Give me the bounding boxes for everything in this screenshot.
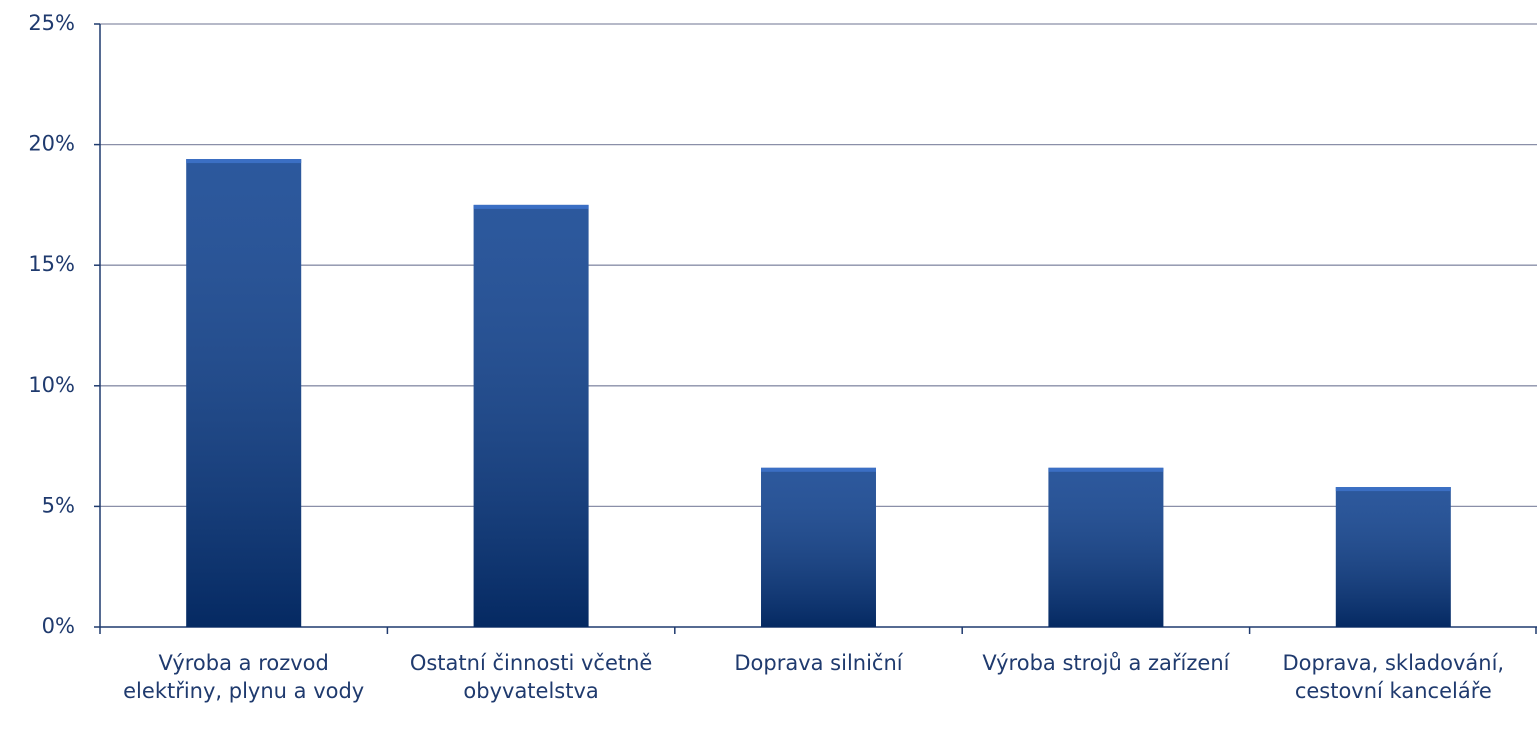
x-tick-label: Výroba strojů a zařízení (982, 651, 1230, 675)
bar-highlight (1048, 467, 1164, 472)
bar-highlight (1335, 487, 1451, 492)
bar-highlight (186, 159, 302, 164)
bar-shade (1048, 467, 1164, 627)
bar-shade (761, 467, 876, 627)
y-tick-label: 0% (42, 614, 75, 638)
y-tick-label: 10% (28, 373, 75, 397)
y-tick-label: 20% (28, 132, 75, 156)
y-tick-label: 15% (28, 252, 75, 276)
x-tick-label: Doprava, skladování, cestovní kanceláře (1282, 651, 1504, 703)
x-tick-label: Doprava silniční (734, 651, 903, 675)
x-tick-label: Ostatní činnosti včetně obyvatelstva (410, 651, 653, 703)
bar-shade (186, 159, 302, 627)
y-tick-label: 5% (42, 493, 75, 517)
bar-highlight (473, 204, 589, 209)
x-tick-label: Výroba a rozvod elektřiny, plynu a vody (123, 651, 364, 703)
y-tick-label: 25% (28, 11, 75, 35)
bar-shade (1335, 487, 1451, 627)
bar-highlight (761, 467, 876, 472)
bar-shade (473, 204, 589, 627)
